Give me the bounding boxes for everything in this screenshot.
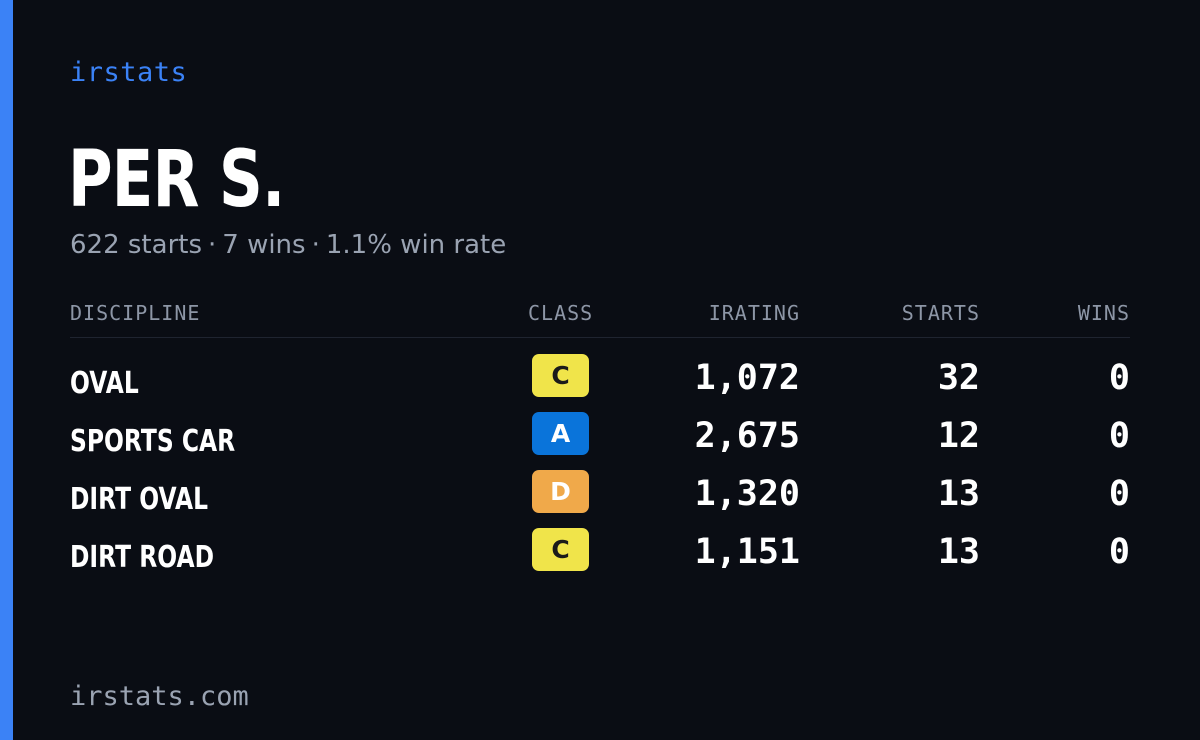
row-wins: 0 bbox=[1108, 358, 1130, 398]
class-badge: A bbox=[532, 412, 589, 455]
row-irating: 1,072 bbox=[694, 358, 800, 398]
header-discipline: DISCIPLINE bbox=[70, 301, 201, 325]
summary-starts: 622 starts bbox=[70, 230, 202, 260]
header-irating: IRATING bbox=[708, 301, 800, 325]
row-discipline: DIRT ROAD bbox=[70, 540, 215, 575]
row-discipline: DIRT OVAL bbox=[70, 482, 209, 517]
row-irating: 2,675 bbox=[694, 416, 800, 456]
stats-table-body: OVAL C 1,072 32 0 SPORTS CAR A 2,675 12 … bbox=[70, 350, 1130, 582]
player-name: PER S. bbox=[68, 135, 285, 225]
row-irating: 1,320 bbox=[694, 474, 800, 514]
row-irating: 1,151 bbox=[694, 532, 800, 572]
class-badge: D bbox=[532, 470, 589, 513]
summary-win-rate: 1.1% win rate bbox=[325, 230, 507, 260]
brand-logo-text: irstats bbox=[70, 57, 188, 88]
accent-bar bbox=[0, 0, 13, 740]
row-discipline: OVAL bbox=[70, 366, 139, 401]
class-badge: C bbox=[532, 528, 589, 571]
row-starts: 13 bbox=[937, 532, 980, 572]
stats-table-header: DISCIPLINE CLASS IRATING STARTS WINS bbox=[70, 300, 1130, 338]
row-starts: 32 bbox=[937, 358, 980, 398]
row-discipline: SPORTS CAR bbox=[70, 424, 236, 459]
header-class: CLASS bbox=[528, 301, 594, 325]
row-wins: 0 bbox=[1108, 416, 1130, 456]
table-row: DIRT OVAL D 1,320 13 0 bbox=[70, 466, 1130, 524]
table-row: OVAL C 1,072 32 0 bbox=[70, 350, 1130, 408]
player-summary: 622 starts · 7 wins · 1.1% win rate bbox=[70, 228, 506, 262]
summary-separator: · bbox=[311, 230, 320, 260]
summary-separator: · bbox=[208, 230, 217, 260]
row-starts: 13 bbox=[937, 474, 980, 514]
summary-wins: 7 wins bbox=[222, 230, 306, 260]
footer-url: irstats.com bbox=[70, 681, 249, 712]
header-wins: WINS bbox=[1077, 301, 1130, 325]
row-wins: 0 bbox=[1108, 532, 1130, 572]
table-row: SPORTS CAR A 2,675 12 0 bbox=[70, 408, 1130, 466]
row-wins: 0 bbox=[1108, 474, 1130, 514]
row-starts: 12 bbox=[937, 416, 980, 456]
table-row: DIRT ROAD C 1,151 13 0 bbox=[70, 524, 1130, 582]
header-starts: STARTS bbox=[901, 301, 980, 325]
class-badge: C bbox=[532, 354, 589, 397]
